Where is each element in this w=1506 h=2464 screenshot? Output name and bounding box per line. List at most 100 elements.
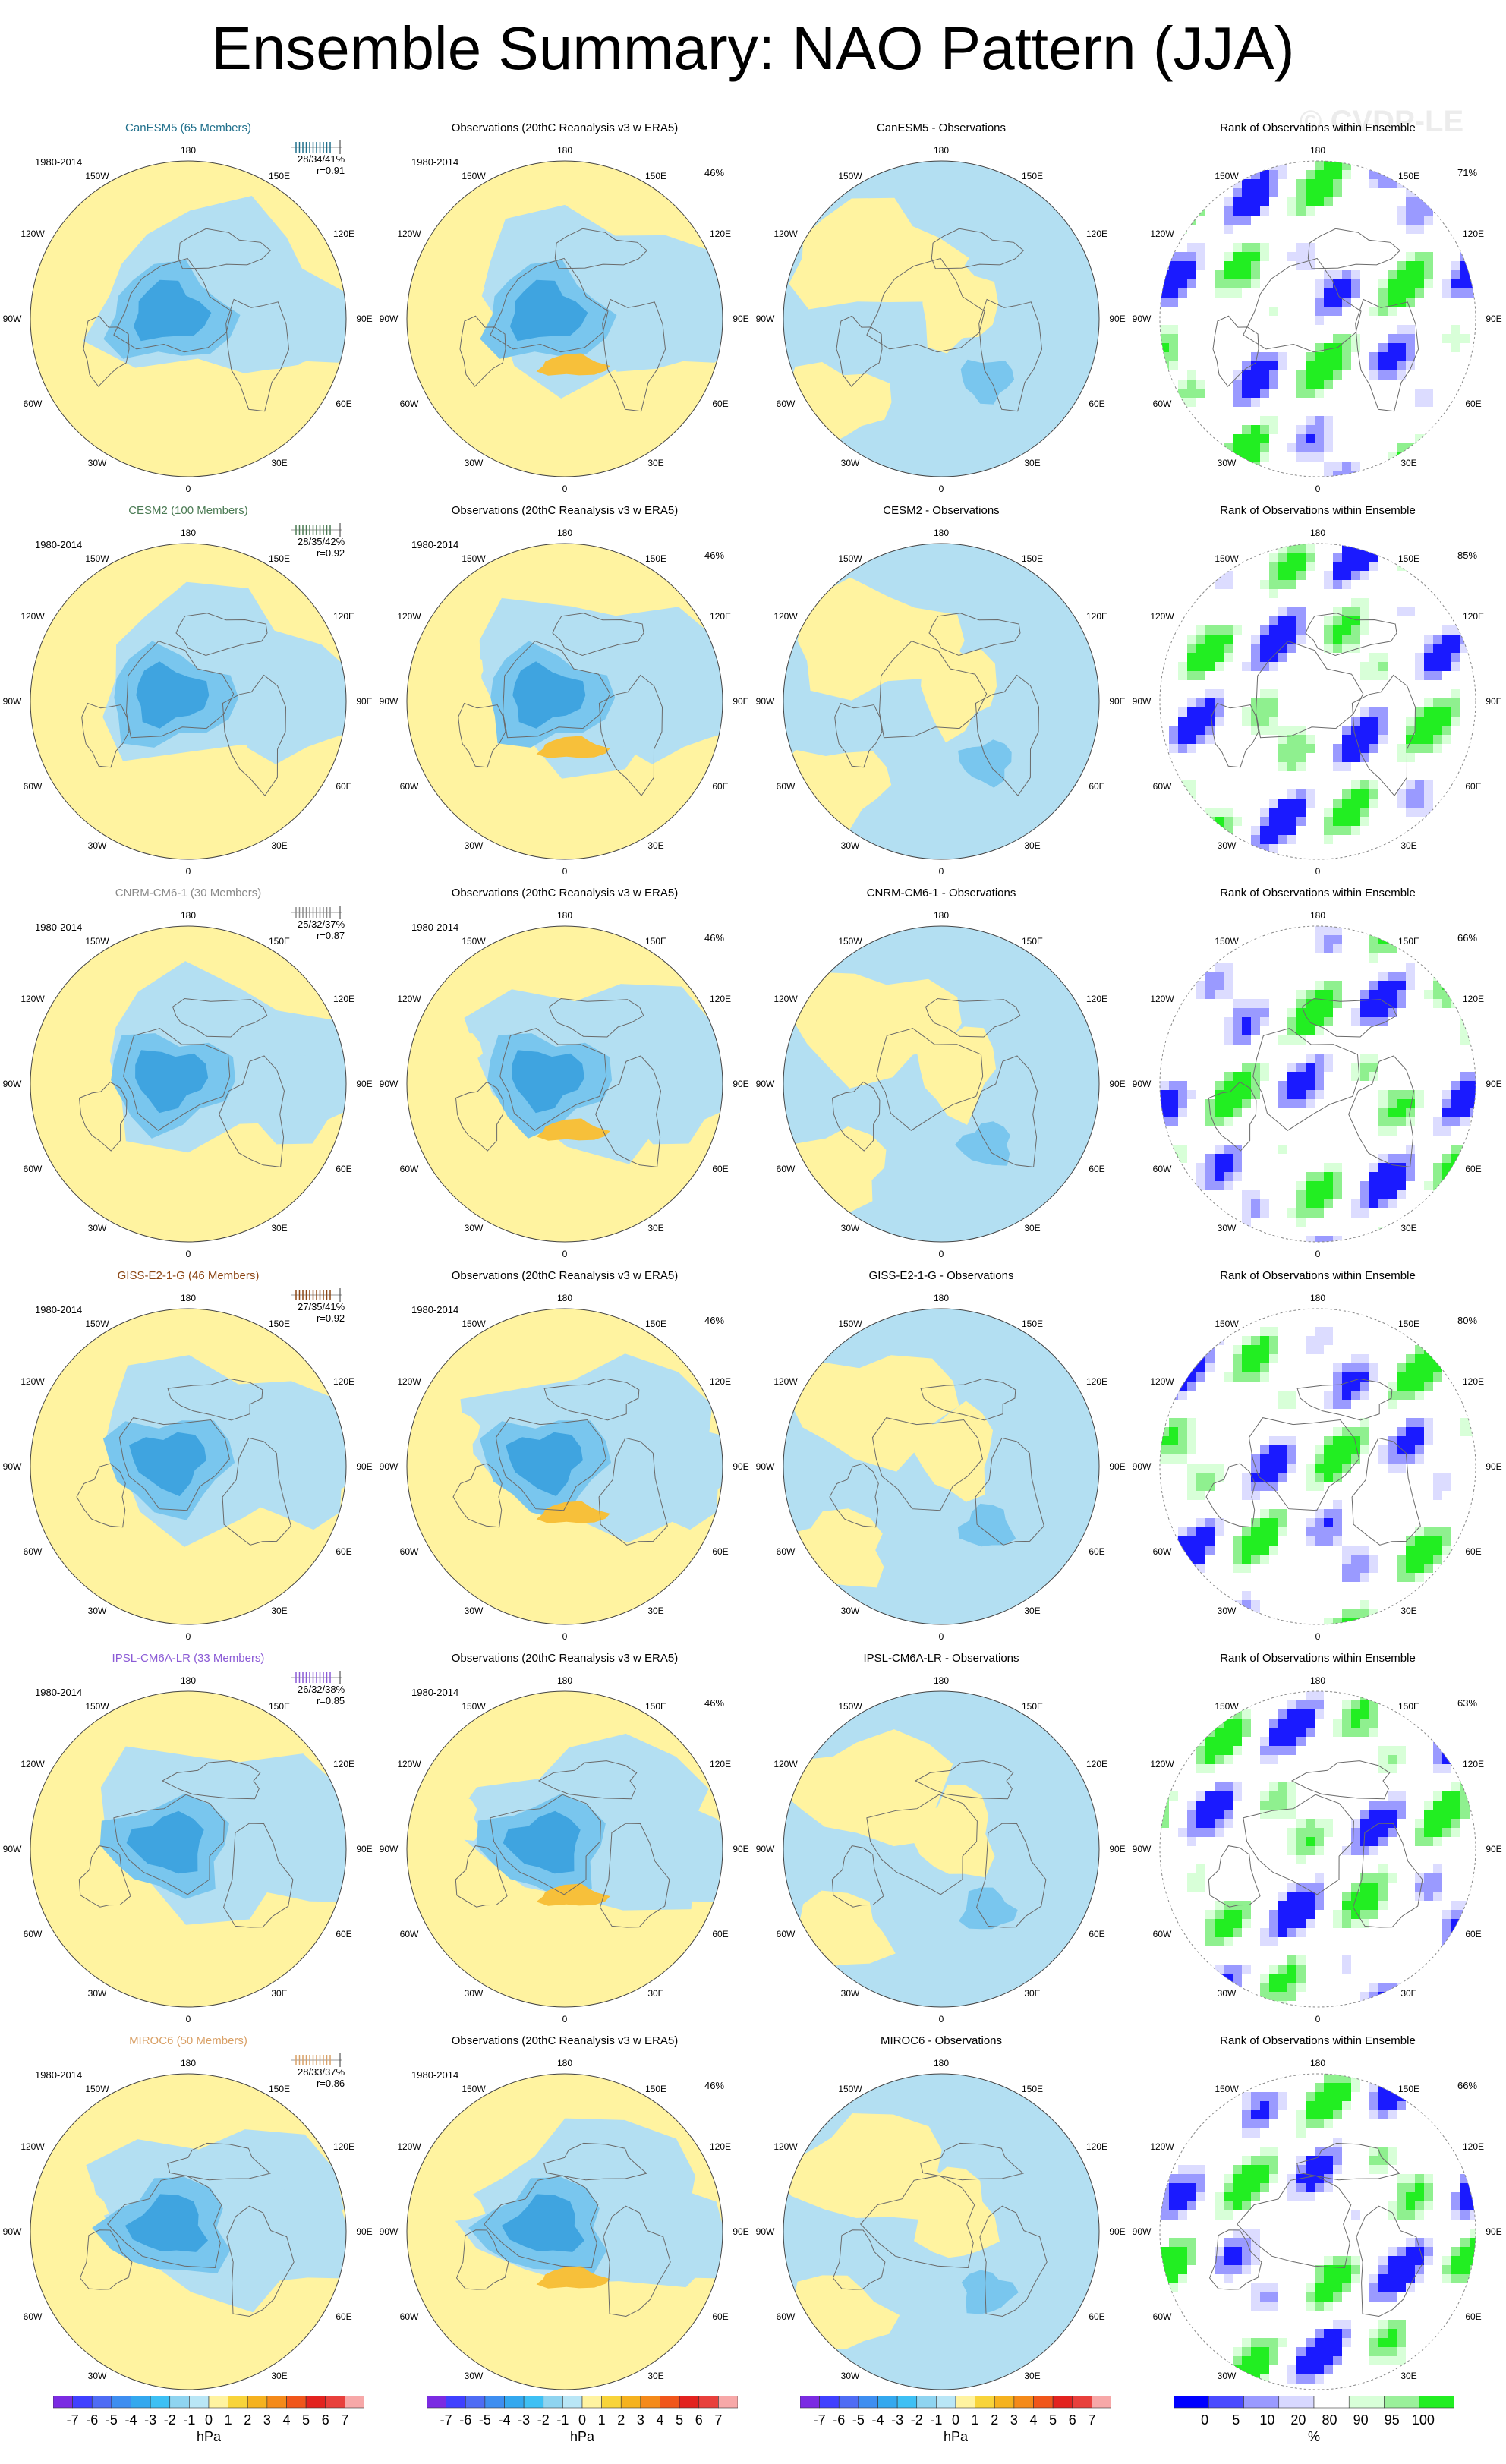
longitude-label: 180 — [1310, 910, 1325, 921]
period-label: 1980-2014 — [411, 539, 459, 550]
longitude-label: 90E — [356, 696, 372, 707]
longitude-label: 30W — [88, 2371, 107, 2381]
longitude-label: 120W — [397, 994, 421, 1004]
obs-title: Observations (20thC Reanalysis v3 w ERA5… — [451, 1269, 679, 1282]
longitude-label: 180 — [934, 1293, 949, 1303]
longitude-label: 90W — [380, 696, 399, 707]
longitude-label: 60W — [1153, 1546, 1172, 1557]
longitude-label: 150W — [838, 1701, 862, 1712]
colorbar-swatch — [286, 2395, 307, 2409]
colorbar-swatch — [916, 2395, 937, 2409]
colorbar-tick-label: -2 — [164, 2412, 176, 2428]
variance-percent: 46% — [704, 1315, 725, 1326]
longitude-label: 60W — [24, 1164, 43, 1174]
longitude-label: 60E — [1089, 1929, 1104, 1939]
longitude-label: 150E — [269, 2084, 290, 2094]
colorbar-swatch — [1243, 2395, 1280, 2409]
longitude-label: 120W — [1150, 228, 1174, 239]
longitude-label: 0 — [562, 2014, 568, 2024]
longitude-label: 180 — [934, 910, 949, 921]
longitude-label: 180 — [934, 145, 949, 156]
longitude-label: 60E — [336, 2311, 351, 2322]
longitude-label: 30W — [465, 1605, 484, 1616]
longitude-label: 150E — [1398, 1701, 1419, 1712]
ensemble-spread-glyph — [291, 523, 342, 537]
longitude-label: 180 — [934, 1675, 949, 1686]
longitude-label: 120W — [20, 228, 45, 239]
rank-panel: 180 150E 120E 90E 60E 30E 0 30W 60W 90W 120W 150W Ra… — [1130, 1629, 1506, 2024]
longitude-label: 30E — [271, 2371, 287, 2381]
longitude-label: 0 — [939, 1249, 944, 1259]
longitude-label: 60E — [1465, 1546, 1481, 1557]
variance-percent: 63% — [1457, 1697, 1478, 1709]
ensemble-stats-percentiles: 28/33/37% — [298, 2066, 345, 2078]
longitude-label: 0 — [186, 1249, 191, 1259]
longitude-label: 90E — [733, 314, 748, 324]
longitude-label: 60W — [400, 1164, 419, 1174]
longitude-label: 30W — [465, 458, 484, 468]
longitude-label: 180 — [1310, 145, 1325, 156]
ensemble-spread-glyph — [291, 2053, 342, 2067]
longitude-label: 60W — [777, 1546, 796, 1557]
longitude-label: 60E — [1089, 2311, 1104, 2322]
longitude-label: 120E — [1086, 611, 1107, 622]
colorbar-swatch — [955, 2395, 975, 2409]
longitude-label: 150W — [1215, 553, 1239, 564]
longitude-label: 120W — [20, 2141, 45, 2152]
longitude-label: 60E — [1089, 1164, 1104, 1174]
longitude-label: 0 — [939, 1631, 944, 1642]
colorbar-tick-label: 90 — [1353, 2412, 1369, 2428]
longitude-label: 30E — [647, 458, 663, 468]
longitude-label: 30E — [1400, 1988, 1416, 1999]
colorbar-tick-label: -5 — [479, 2412, 491, 2428]
ensemble-stats: 25/32/37% r=0.87 — [298, 918, 345, 941]
colorbar-tick-label: 5 — [676, 2412, 683, 2428]
longitude-label: 90E — [1109, 1079, 1125, 1089]
diff-panel: 180 150E 120E 90E 60E 30E 0 30W 60W 90W 120W 150W CN… — [753, 864, 1130, 1259]
longitude-label: 60E — [712, 781, 728, 792]
colorbar-tick-label: 1 — [972, 2412, 979, 2428]
longitude-label: 150E — [1022, 1701, 1043, 1712]
longitude-label: 150E — [1398, 936, 1419, 947]
longitude-label: 150E — [1022, 936, 1043, 947]
diff-title: IPSL-CM6A-LR - Observations — [863, 1652, 1019, 1665]
longitude-label: 30E — [647, 1988, 663, 1999]
model-panel: 180 150E 120E 90E 60E 30E 0 30W 60W 90W 120W 150W CE… — [0, 481, 376, 877]
colorbar-swatch — [208, 2395, 228, 2409]
obs-panel: 180 150E 120E 90E 60E 30E 0 30W 60W 90W 120W 150W Ob… — [376, 864, 753, 1259]
colorbar-tick-label: 20 — [1290, 2412, 1306, 2428]
rank-title: Rank of Observations within Ensemble — [1220, 504, 1416, 517]
longitude-label: 90E — [733, 1461, 748, 1472]
longitude-label: 60E — [712, 1164, 728, 1174]
longitude-label: 0 — [1315, 1249, 1321, 1259]
longitude-label: 120E — [1086, 228, 1107, 239]
longitude-label: 120W — [1150, 994, 1174, 1004]
longitude-label: 120E — [1086, 2141, 1107, 2152]
longitude-label: 150W — [1215, 171, 1239, 181]
longitude-label: 90E — [1109, 1461, 1125, 1472]
longitude-label: 150E — [269, 936, 290, 947]
rank-colorbar: 0 5 10 20 80 90 95 100% — [1173, 2395, 1455, 2456]
longitude-label: 90W — [1133, 1461, 1152, 1472]
rank-panel: 180 150E 120E 90E 60E 30E 0 30W 60W 90W 120W 150W Ra… — [1130, 481, 1506, 877]
rank-title: Rank of Observations within Ensemble — [1220, 121, 1416, 134]
rank-panel: 180 150E 120E 90E 60E 30E 0 30W 60W 90W 120W 150W Ra… — [1130, 864, 1506, 1259]
ensemble-stats-percentiles: 27/35/41% — [298, 1301, 345, 1312]
longitude-label: 120E — [1086, 1376, 1107, 1387]
model-title: IPSL-CM6A-LR (33 Members) — [112, 1652, 265, 1665]
longitude-label: 30E — [1400, 1223, 1416, 1234]
longitude-label: 60E — [1465, 399, 1481, 409]
longitude-label: 120E — [710, 611, 731, 622]
longitude-label: 60W — [400, 399, 419, 409]
longitude-label: 60W — [1153, 1929, 1172, 1939]
hpa-colorbar-1: -7 -6 -5 -4 -3 -2 -1 0 1 2 3 4 5 6 7 hPa — [52, 2395, 365, 2456]
longitude-label: 90E — [1109, 1844, 1125, 1854]
longitude-label: 120E — [1463, 994, 1484, 1004]
colorbar-swatch — [1033, 2395, 1054, 2409]
longitude-label: 30W — [88, 1605, 107, 1616]
longitude-label: 60E — [1465, 781, 1481, 792]
longitude-label: 60W — [777, 1164, 796, 1174]
longitude-label: 60W — [777, 399, 796, 409]
longitude-label: 90W — [756, 1461, 775, 1472]
